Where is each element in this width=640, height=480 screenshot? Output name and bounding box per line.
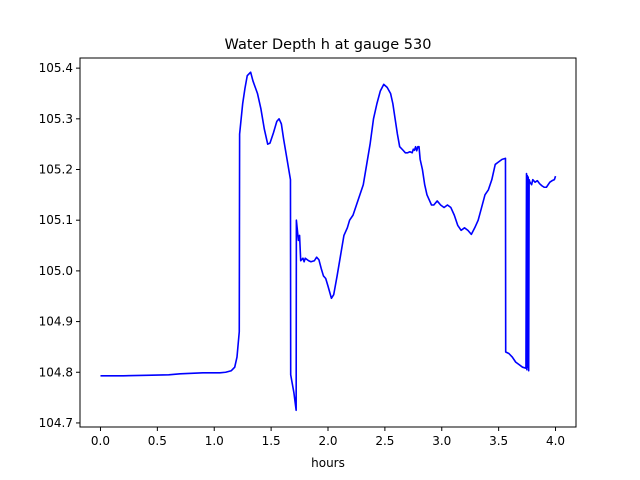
y-tick-label: 105.4 <box>39 61 73 75</box>
plot-frame <box>79 57 577 428</box>
x-axis: 0.0 0.5 1.0 1.5 2.0 2.5 3.0 3.5 4.0 <box>91 427 565 448</box>
series-line-0 <box>100 71 557 412</box>
x-tick-label: 2.5 <box>375 434 394 448</box>
y-tick-label: 104.9 <box>39 315 73 329</box>
x-tick-label: 3.0 <box>432 434 451 448</box>
y-axis: 104.7 104.8 104.9 105.0 105.1 105.2 105.3 105.4 <box>39 61 80 430</box>
plot-area <box>100 71 557 412</box>
x-tick-label: 0.5 <box>148 434 167 448</box>
y-tick-label: 105.1 <box>39 213 73 227</box>
y-tick-label: 104.8 <box>39 365 73 379</box>
y-tick-label: 104.7 <box>39 416 73 430</box>
x-tick-label: 1.0 <box>205 434 224 448</box>
x-tick-label: 4.0 <box>546 434 565 448</box>
x-tick-label: 2.0 <box>318 434 337 448</box>
x-tick-label: 1.5 <box>262 434 281 448</box>
x-axis-label: hours <box>311 456 345 470</box>
x-tick-label: 3.5 <box>489 434 508 448</box>
chart-title: Water Depth h at gauge 530 <box>225 37 432 53</box>
y-tick-label: 105.2 <box>39 163 73 177</box>
y-tick-label: 105.0 <box>39 264 73 278</box>
x-tick-label: 0.0 <box>91 434 110 448</box>
y-tick-label: 105.3 <box>39 112 73 126</box>
